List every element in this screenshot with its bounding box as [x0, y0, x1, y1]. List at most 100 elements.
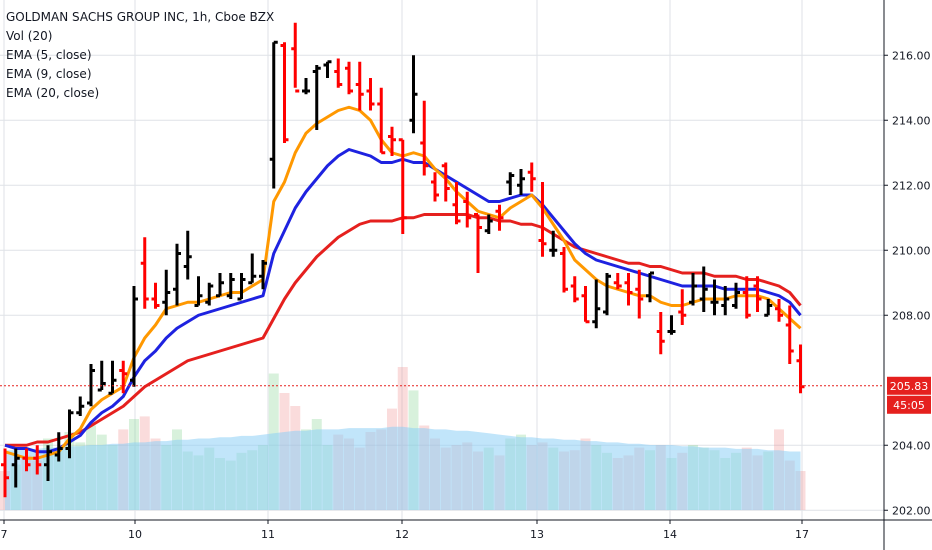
ohlc-bar [484, 214, 493, 234]
legend-item-volume[interactable]: Vol (20) [6, 29, 53, 43]
ohlc-bar [151, 282, 160, 309]
time-tick-label: 14 [663, 528, 677, 541]
ohlc-bar [377, 87, 386, 155]
ohlc-bar [409, 55, 418, 134]
ohlc-bar [592, 279, 601, 329]
ohlc-bar [635, 269, 644, 319]
ohlc-bar [785, 305, 794, 364]
price-tick-label: 204.00 [892, 439, 931, 452]
ohlc-bar [463, 191, 472, 228]
ohlc-bar [689, 273, 697, 306]
time-tick-label: 13 [530, 528, 544, 541]
ohlc-bar [130, 286, 138, 387]
ohlc-bar [431, 172, 439, 202]
ohlc-bar [194, 276, 203, 307]
ohlc-bar [452, 182, 461, 225]
ohlc-bar [291, 22, 300, 93]
ohlc-bar [538, 182, 547, 257]
ohlc-bar [506, 172, 515, 195]
time-tick-label: 11 [261, 528, 275, 541]
ohlc-bar [710, 279, 719, 316]
countdown-label: 45:05 [893, 399, 925, 412]
ohlc-bar [420, 100, 429, 176]
last-price-label: 205.83 [890, 380, 929, 393]
ohlc-bar [312, 65, 321, 130]
ohlc-bar [269, 40, 278, 189]
ohlc-bar [474, 213, 482, 273]
ohlc-bar [775, 299, 783, 322]
ohlc-bar [646, 271, 654, 303]
chart-legend: GOLDMAN SACHS GROUP INC, 1h, Cboe BZX Vo… [6, 8, 274, 103]
ohlc-bar [732, 282, 740, 309]
ohlc-bar [678, 289, 687, 325]
ohlc-bar [54, 432, 63, 462]
time-tick-label: 10 [128, 528, 142, 541]
ohlc-bar [226, 273, 235, 299]
legend-item-ema5[interactable]: EMA (5, close) [6, 48, 92, 62]
ohlc-bar [97, 360, 106, 392]
ohlc-bar [495, 204, 504, 231]
symbol-title[interactable]: GOLDMAN SACHS GROUP INC, 1h, Cboe BZX [6, 10, 275, 24]
ohlc-bar [119, 360, 128, 394]
ohlc-bar [355, 61, 364, 111]
price-tick-label: 208.00 [892, 309, 931, 322]
ohlc-bar [560, 247, 568, 293]
legend-item-ema9[interactable]: EMA (9, close) [6, 67, 92, 81]
ohlc-bar [216, 273, 224, 298]
ohlc-bar [237, 273, 246, 301]
legend-item-ema20[interactable]: EMA (20, close) [6, 86, 100, 100]
ohlc-bar [581, 286, 590, 324]
time-tick-label: 12 [395, 528, 409, 541]
ohlc-bar [280, 42, 289, 143]
volume-ma-area [5, 426, 801, 510]
ohlc-bar [22, 448, 31, 472]
ohlc-bar [44, 445, 52, 481]
price-tick-label: 216.00 [892, 49, 931, 62]
ohlc-bar [517, 169, 525, 195]
price-axis-bg [884, 0, 932, 550]
ohlc-bar [366, 78, 375, 111]
ohlc-bar [570, 276, 579, 303]
ohlc-bar [699, 266, 708, 312]
ohlc-bar [334, 58, 343, 88]
time-tick-label: 7 [1, 528, 8, 541]
ohlc-bar [248, 253, 257, 285]
ohlc-bar [388, 126, 396, 156]
ohlc-bar [323, 60, 332, 78]
price-tick-label: 202.00 [892, 504, 931, 517]
price-tick-label: 212.00 [892, 179, 931, 192]
countdown-badge [887, 395, 931, 414]
ohlc-bar [441, 162, 450, 202]
ohlc-bar [753, 276, 762, 312]
ohlc-bar [549, 230, 558, 257]
ohlc-bar [721, 286, 730, 316]
ohlc-bar [162, 269, 171, 316]
ohlc-bar [302, 78, 310, 95]
ohlc-bar [259, 260, 267, 290]
ohlc-bar [11, 448, 20, 488]
ohlc-bar [398, 138, 407, 234]
ohlc-bar [742, 276, 751, 319]
ohlc-bar [1, 448, 9, 498]
ohlc-bar [183, 230, 192, 280]
ohlc-bar [624, 273, 633, 306]
ohlc-bar [796, 344, 805, 394]
price-tick-label: 210.00 [892, 244, 931, 257]
ohlc-bar [764, 299, 773, 317]
price-tick-label: 214.00 [892, 114, 931, 127]
ohlc-bar [65, 409, 74, 459]
ohlc-bar [613, 273, 622, 290]
ohlc-bar [76, 396, 85, 416]
time-axis-bg [0, 520, 932, 550]
ohlc-bar [108, 360, 117, 395]
ohlc-bar [87, 364, 95, 407]
ohlc-bar [603, 273, 611, 316]
ohlc-bar [345, 61, 353, 95]
ohlc-bar [140, 237, 149, 309]
time-tick-label: 17 [795, 528, 809, 541]
ohlc-bar [656, 312, 665, 355]
ohlc-bar [667, 315, 676, 335]
